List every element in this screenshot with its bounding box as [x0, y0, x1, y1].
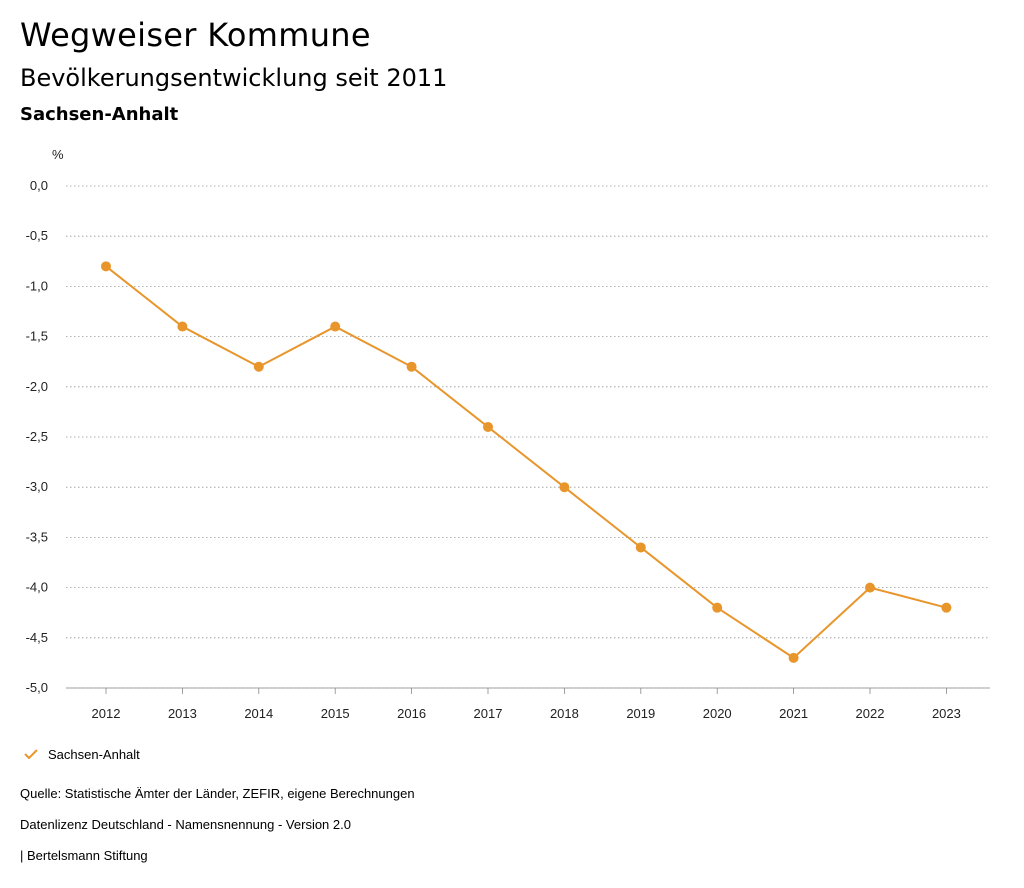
chart-subtitle: Bevölkerungsentwicklung seit 2011 — [20, 64, 448, 92]
y-tick-label: -1,5 — [26, 329, 48, 344]
y-tick-label: 0,0 — [30, 178, 48, 193]
region-label: Sachsen-Anhalt — [20, 104, 179, 125]
x-tick-label: 2018 — [550, 706, 579, 721]
data-point[interactable] — [865, 582, 875, 593]
check-icon — [24, 749, 38, 760]
x-tick-label: 2015 — [321, 706, 350, 721]
data-point[interactable] — [712, 602, 723, 613]
data-point[interactable] — [253, 361, 264, 372]
data-point[interactable] — [941, 602, 952, 613]
x-tick-label: 2013 — [168, 706, 197, 721]
y-tick-label: -3,5 — [26, 529, 48, 544]
brand-note: | Bertelsmann Stiftung — [20, 848, 148, 863]
y-tick-label: -4,0 — [26, 580, 48, 595]
y-tick-label: -4,5 — [26, 630, 48, 645]
legend[interactable]: Sachsen-Anhalt — [22, 745, 140, 763]
y-tick-label: -0,5 — [26, 228, 48, 243]
y-tick-label: -2,5 — [26, 429, 48, 444]
data-point[interactable] — [483, 421, 493, 432]
y-tick-label: -3,0 — [26, 479, 48, 494]
data-point[interactable] — [101, 261, 111, 272]
y-tick-label: -2,0 — [26, 379, 48, 394]
data-point[interactable] — [559, 482, 570, 493]
legend-label: Sachsen-Anhalt — [48, 746, 140, 762]
y-tick-label: -5,0 — [26, 680, 48, 695]
x-tick-label: 2021 — [779, 706, 808, 721]
x-tick-label: 2020 — [703, 706, 732, 721]
x-tick-label: 2016 — [397, 706, 426, 721]
data-point[interactable] — [406, 361, 417, 372]
x-tick-label: 2019 — [626, 706, 655, 721]
source-note: Quelle: Statistische Ämter der Länder, Z… — [20, 786, 415, 801]
x-tick-label: 2022 — [856, 706, 885, 721]
y-tick-label: -1,0 — [26, 278, 48, 293]
x-tick-label: 2014 — [244, 706, 273, 721]
y-axis-unit: % — [52, 147, 64, 162]
line-chart: % 0,0 -0,5 -1,0 -1,5 -2,0 -2,5 -3,0 -3,5 -4,0 -4,… — [26, 147, 990, 721]
x-tick-label: 2017 — [474, 706, 503, 721]
x-tick-label: 2012 — [92, 706, 121, 721]
data-point[interactable] — [788, 652, 799, 663]
series-line — [105, 265, 947, 659]
chart-title: Wegweiser Kommune — [20, 16, 371, 54]
data-point[interactable] — [635, 542, 646, 553]
license-note: Datenlizenz Deutschland - Namensnennung … — [20, 817, 351, 832]
data-point[interactable] — [330, 321, 341, 332]
x-tick-label: 2023 — [932, 706, 961, 721]
data-point[interactable] — [177, 321, 188, 332]
